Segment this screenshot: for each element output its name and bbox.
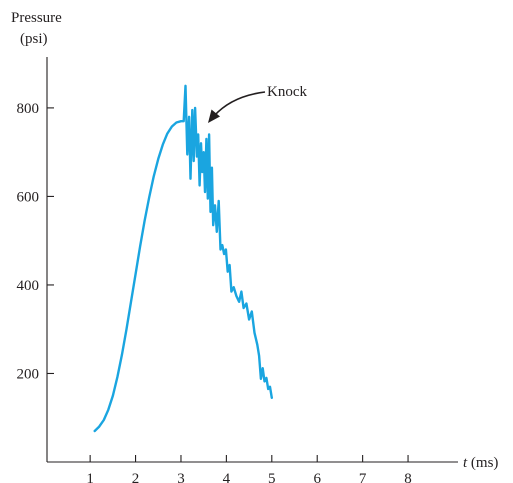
- knock-label: Knock: [267, 84, 307, 100]
- y-tick-label: 400: [17, 278, 40, 294]
- x-axis-variable: t: [463, 455, 468, 471]
- x-axis-unit: (ms): [467, 455, 498, 471]
- series-layer: [93, 84, 273, 433]
- axes: [46, 57, 458, 463]
- knock-arrowhead: [208, 109, 220, 123]
- x-axis-label: t (ms): [463, 455, 498, 471]
- y-tick-label: 800: [17, 101, 40, 117]
- x-tick-label: 4: [223, 471, 231, 483]
- knock-arrow: [213, 91, 266, 117]
- x-tick-label: 1: [86, 471, 94, 483]
- x-ticks: 1 2 3 4 5 6 7 8: [86, 455, 412, 483]
- x-tick-label: 5: [268, 471, 276, 483]
- y-tick-label: 600: [17, 189, 40, 205]
- x-tick-label: 7: [359, 471, 367, 483]
- knock-annotation: Knock: [208, 84, 307, 123]
- y-axis-label: Pressure: [11, 10, 62, 26]
- y-ticks: 200 400 600 800: [17, 101, 54, 382]
- y-axis-unit: (psi): [20, 31, 48, 47]
- x-tick-label: 6: [313, 471, 321, 483]
- x-tick-label: 8: [404, 471, 412, 483]
- y-tick-label: 200: [17, 366, 40, 382]
- pressure-trace: [93, 84, 273, 433]
- x-tick-label: 3: [177, 471, 185, 483]
- x-tick-label: 2: [132, 471, 140, 483]
